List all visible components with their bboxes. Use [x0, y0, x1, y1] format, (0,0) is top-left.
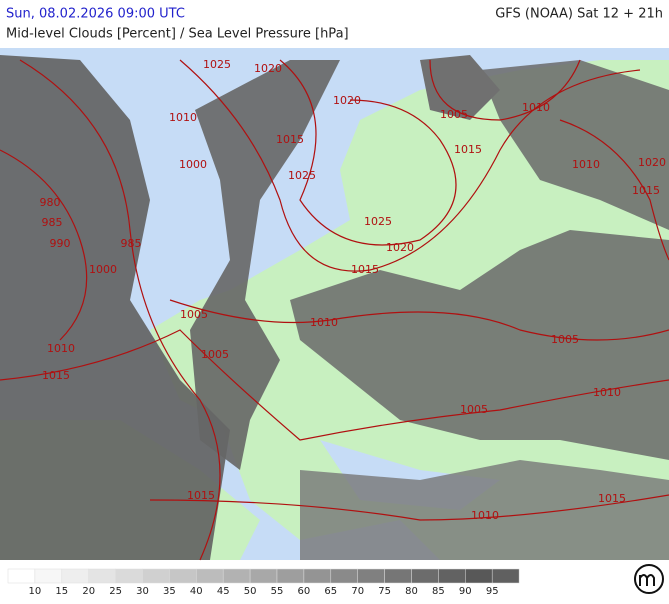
legend-swatch	[61, 568, 89, 584]
legend-swatch	[384, 568, 412, 584]
parameter: Mid-level Clouds [Percent] / Sea Level P…	[6, 27, 349, 42]
legend-label: 45	[217, 586, 230, 597]
isobar-label: 1010	[471, 509, 499, 522]
isobar-label: 1025	[203, 58, 231, 71]
legend-swatch	[142, 568, 170, 584]
isobar-label: 1005	[180, 308, 208, 321]
legend-swatch	[276, 568, 305, 584]
legend-label: 10	[29, 586, 42, 597]
isobar-label: 1020	[333, 94, 361, 107]
legend-swatch	[222, 568, 251, 584]
isobar-label: 1015	[598, 492, 626, 505]
legend-label: 95	[486, 586, 499, 597]
isobar-label: 1010	[169, 111, 197, 124]
cloud-northeast	[480, 60, 669, 230]
legend-label: 20	[82, 586, 95, 597]
legend-label: 60	[298, 586, 311, 597]
isobar-label: 1000	[89, 263, 117, 276]
legend-swatch	[34, 568, 63, 584]
legend-label: 35	[163, 586, 176, 597]
isobars	[0, 59, 669, 561]
legend-swatch	[491, 568, 520, 584]
isobar-label: 1005	[440, 108, 468, 121]
isobar-label: 1025	[288, 169, 316, 182]
valid-time: Sun, 08.02.2026 09:00 UTC	[6, 7, 185, 22]
cloud-south	[300, 460, 669, 560]
isobar-label: 1020	[386, 241, 414, 254]
isobar-label: 1000	[179, 158, 207, 171]
map: 1025 1020 1010 1020 1015 1005 1010 1015 1010 1020…	[0, 48, 669, 561]
isobar-label: 985	[121, 237, 142, 250]
isobar-label: 980	[40, 196, 61, 209]
cloud-low	[420, 55, 500, 120]
isobar-label: 1005	[460, 403, 488, 416]
isobar-label: 1010	[47, 342, 75, 355]
isobar-label: 1010	[593, 386, 621, 399]
legend-swatch	[115, 568, 143, 584]
legend-swatch	[303, 568, 332, 584]
isobar-label: 1010	[310, 316, 338, 329]
isobar-label: 1015	[187, 489, 215, 502]
legend-label: 80	[405, 586, 418, 597]
legend-swatch	[330, 568, 358, 584]
isobar-label: 1015	[276, 133, 304, 146]
legend-label: 85	[432, 586, 445, 597]
legend: 10 15 20 25 30 35 40 45 50 55 60 65 70 75 80 85 90 95	[7, 568, 520, 597]
isobar-label: 1025	[364, 215, 392, 228]
legend-label: 50	[244, 586, 257, 597]
isobar-label: 1015	[632, 184, 660, 197]
legend-swatch	[411, 568, 439, 584]
cloud-band-east	[290, 230, 669, 460]
legend-label: 15	[55, 586, 68, 597]
isobar-label: 1015	[351, 263, 379, 276]
isobar-label: 990	[50, 237, 71, 250]
isobar-label: 1020	[254, 62, 282, 75]
legend-label: 55	[271, 586, 284, 597]
isobar-labels: 1025 1020 1010 1020 1015 1005 1010 1015 1010 1020…	[40, 58, 667, 522]
legend-label: 30	[136, 586, 149, 597]
legend-label: 40	[190, 586, 203, 597]
legend-label: 25	[109, 586, 122, 597]
legend-swatch	[7, 568, 36, 584]
isobar-label: 1005	[201, 348, 229, 361]
legend-label: 90	[459, 586, 472, 597]
legend-swatch	[465, 568, 493, 584]
legend-label: 65	[324, 586, 337, 597]
legend-label: 70	[351, 586, 364, 597]
legend-swatch	[88, 568, 116, 584]
legend-swatch	[438, 568, 466, 584]
cloud-band-west	[0, 55, 230, 560]
legend-label: 75	[378, 586, 391, 597]
isobar-label: 1010	[522, 101, 550, 114]
isobar-label: 1015	[42, 369, 70, 382]
logo	[634, 564, 664, 594]
model-run: GFS (NOAA) Sat 12 + 21h	[495, 7, 663, 22]
legend-swatch	[196, 568, 224, 584]
legend-swatch	[249, 568, 278, 584]
isobar-label: 1005	[551, 333, 579, 346]
isobar-label: 985	[42, 216, 63, 229]
legend-swatch	[357, 568, 385, 584]
legend-swatch	[169, 568, 197, 584]
isobar-label: 1020	[638, 156, 666, 169]
isobar-label: 1015	[454, 143, 482, 156]
isobar-label: 1010	[572, 158, 600, 171]
cloud-band-north	[190, 60, 340, 470]
